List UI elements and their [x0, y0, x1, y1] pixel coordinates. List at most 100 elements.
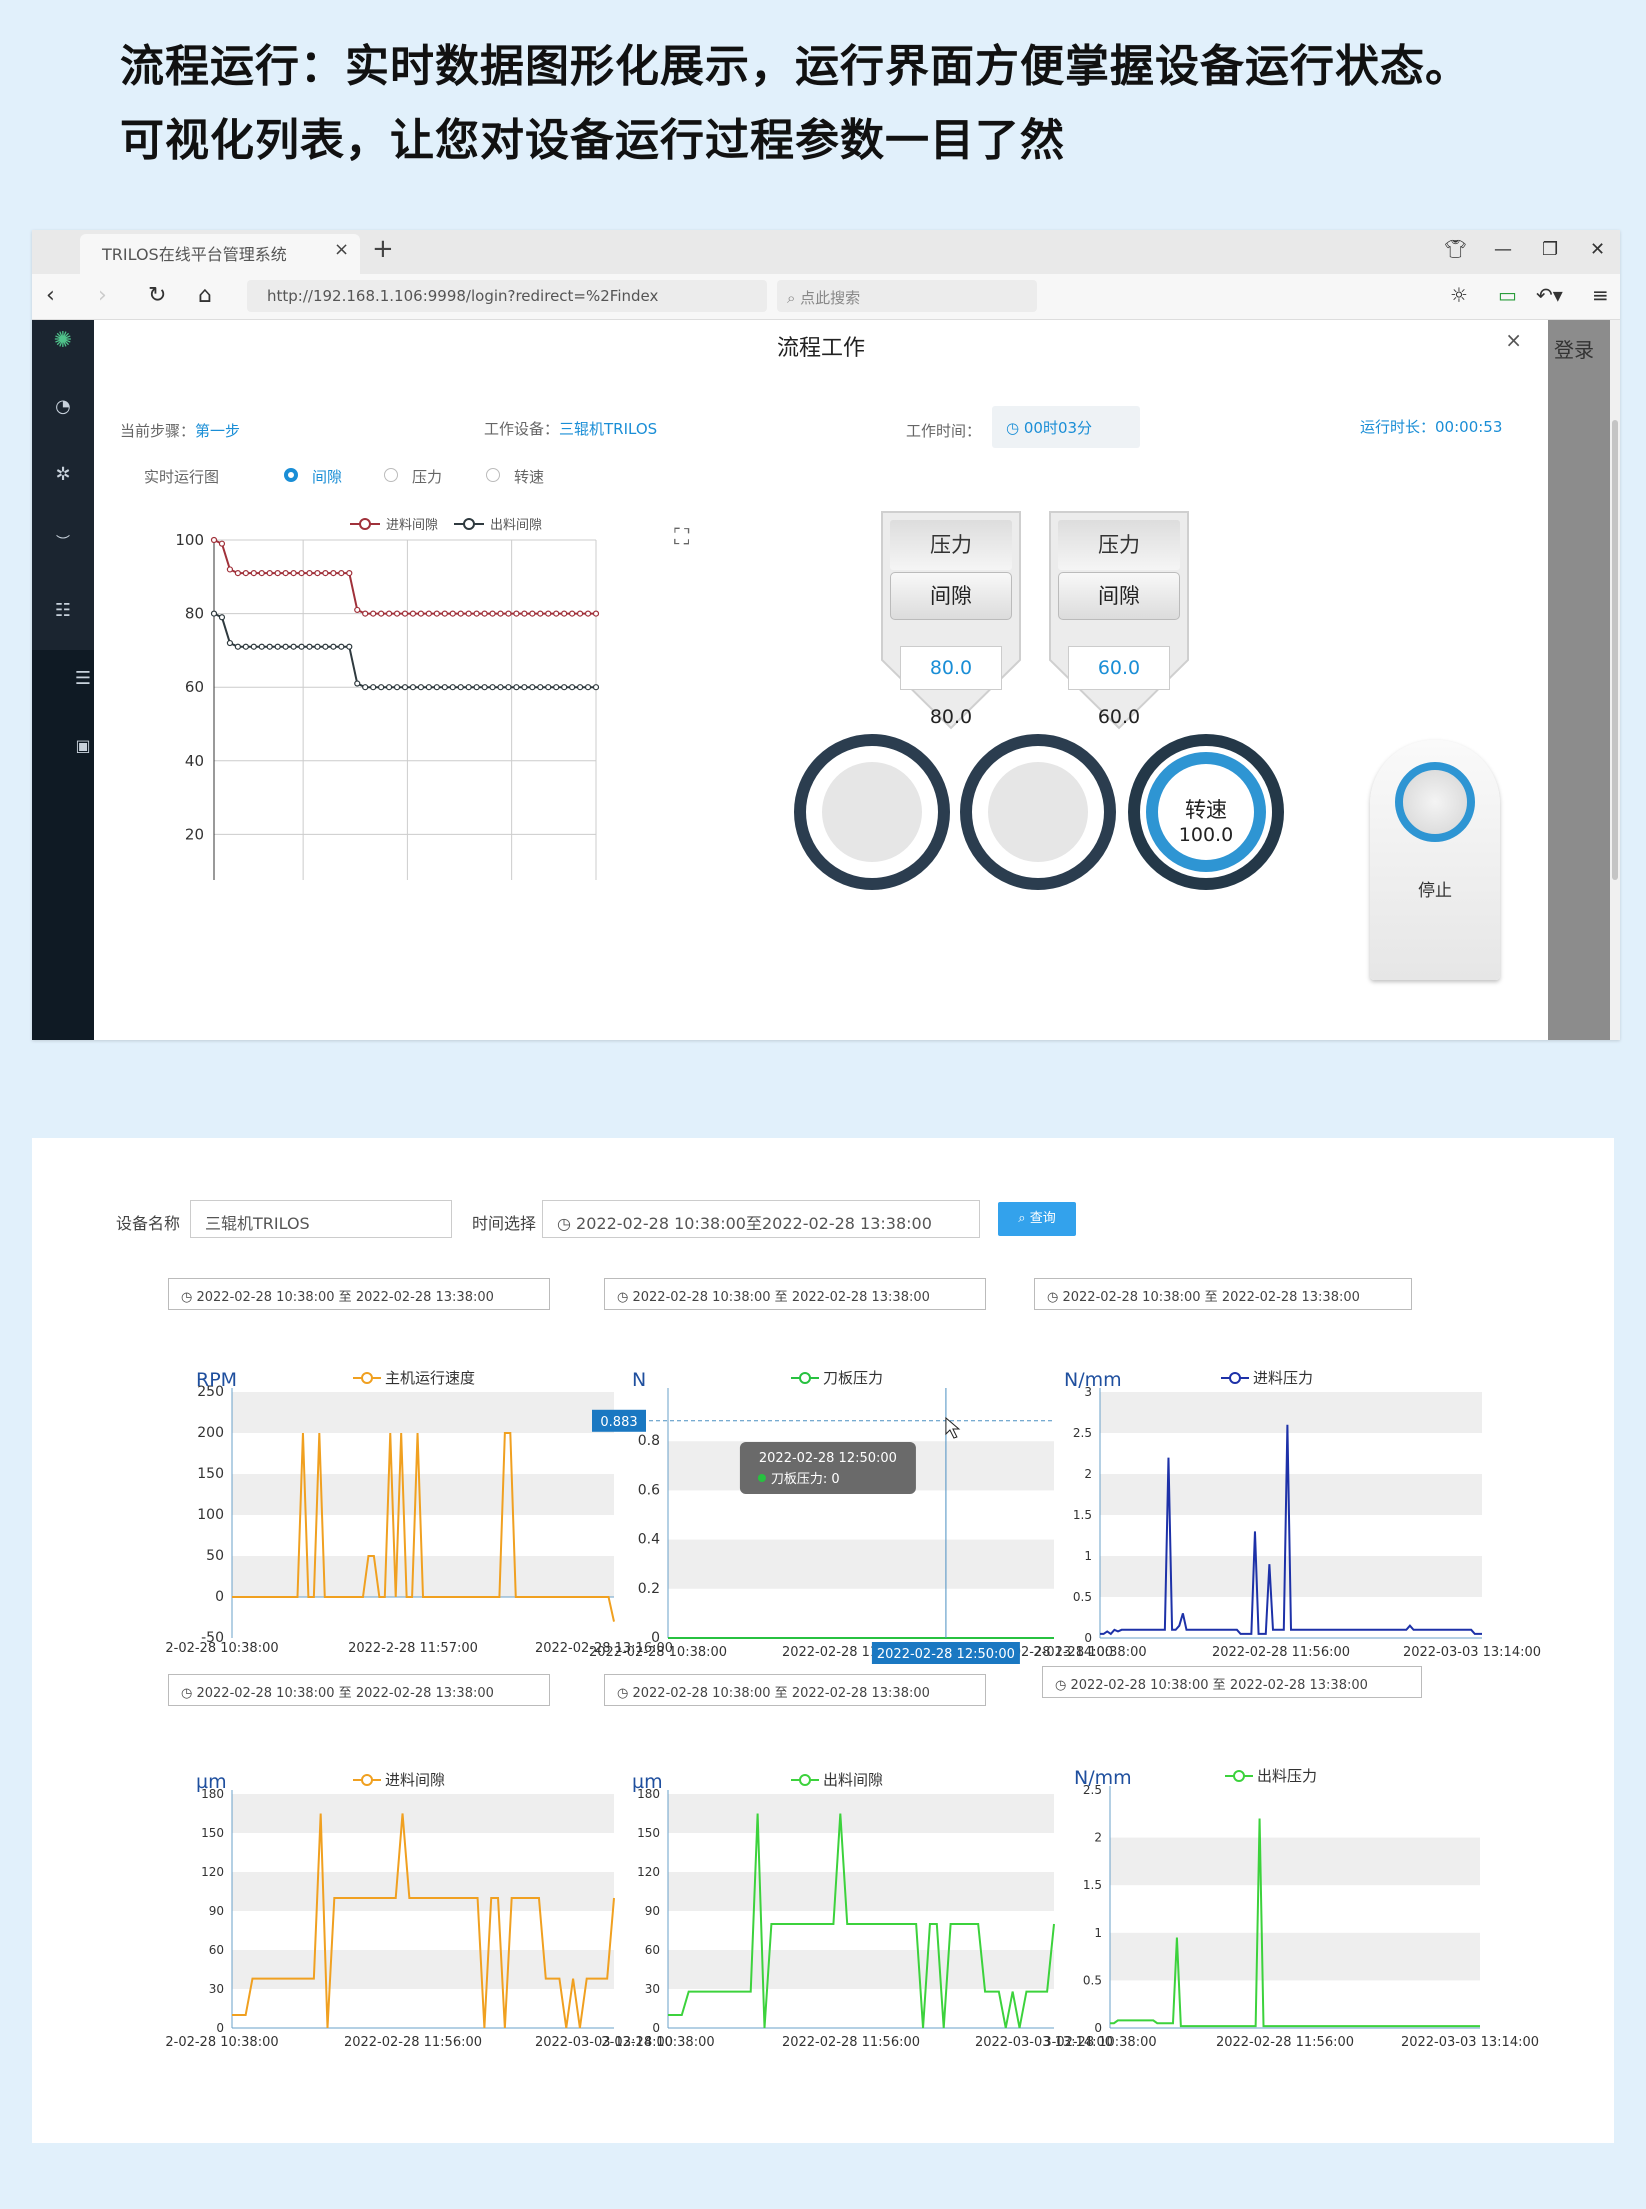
menu-icon[interactable]: ≡	[1592, 283, 1609, 307]
tab-close-icon[interactable]: ×	[334, 239, 350, 260]
data-point	[306, 570, 313, 577]
shirt-icon[interactable]: 👕︎	[1444, 239, 1467, 260]
close-window-icon[interactable]: ✕	[1590, 239, 1606, 260]
roller-3-speed[interactable]: 转速 100.0	[1128, 734, 1284, 890]
y-tick-label: 150	[201, 1826, 224, 1840]
reload-icon[interactable]: ↻	[148, 283, 167, 308]
data-point	[242, 570, 249, 577]
data-point	[505, 684, 512, 691]
gear-icon[interactable]: ✲	[55, 464, 71, 485]
data-point	[537, 610, 544, 617]
data-point	[393, 610, 401, 617]
restore-icon[interactable]: ❐	[1542, 239, 1559, 260]
data-point	[465, 684, 472, 691]
panel-1-input[interactable]: 80.0	[900, 646, 1002, 690]
clock-icon: ◷	[1055, 1678, 1071, 1693]
y-tick-label: 50	[206, 1548, 224, 1564]
radio-pressure[interactable]	[384, 468, 398, 482]
monitor-icon[interactable]: ▣	[75, 736, 91, 755]
query-button[interactable]: ⌕ 查询	[998, 1202, 1076, 1236]
scrollbar[interactable]	[1610, 320, 1620, 1040]
chart-2-range-text: 2022-02-28 10:38:00 至 2022-02-28 13:38:0…	[632, 1290, 930, 1305]
y-tick-label: 0.5	[1083, 1973, 1102, 1987]
data-point	[370, 684, 377, 691]
chart-3-range[interactable]: ◷ 2022-02-28 10:38:00 至 2022-02-28 13:38…	[1034, 1278, 1412, 1310]
home-icon[interactable]: ⌂	[198, 283, 212, 308]
data-point	[433, 684, 440, 691]
series-line	[232, 1432, 615, 1622]
panel-2-pressure-tab[interactable]: 压力	[1058, 520, 1180, 570]
stop-button-card[interactable]: 停止	[1370, 740, 1500, 980]
data-point	[354, 606, 361, 614]
data-point	[234, 570, 241, 577]
data-point	[338, 643, 345, 650]
duration-label: 运行时长：	[1360, 418, 1436, 436]
feed-pressure-history-chart: 0 0.5 1 1.5 2 2.5 3N/mm 进料压力 2-02-28 10:38:00 202…	[1033, 1369, 1541, 1660]
realtime-line-chart: 02040608010015:22:0215:22:1515:22:3015:2…	[175, 518, 690, 880]
data-point	[401, 610, 409, 617]
axis-pointer-x-label: 2022-02-28 12:50:00	[877, 1647, 1015, 1662]
new-tab-button[interactable]: +	[372, 234, 394, 264]
address-bar[interactable]: http://192.168.1.106:9998/login?redirect…	[247, 280, 767, 312]
panel-1-pressure-tab[interactable]: 压力	[890, 520, 1012, 570]
chart-1-range[interactable]: ◷ 2022-02-28 10:38:00 至 2022-02-28 13:38…	[168, 1278, 550, 1310]
y-tick-label: 120	[201, 1865, 224, 1879]
battery-icon[interactable]: ▭	[1498, 283, 1517, 307]
logo-icon[interactable]: ✺	[53, 328, 73, 353]
roller-1[interactable]	[794, 734, 950, 890]
undo-icon[interactable]: ↶▾	[1536, 283, 1563, 307]
y-tick-label: 2.5	[1073, 1426, 1092, 1440]
panel-2-gap-button[interactable]: 间隙	[1058, 572, 1180, 620]
data-point	[258, 570, 265, 577]
data-point	[561, 610, 568, 617]
forward-icon[interactable]: ›	[98, 283, 107, 308]
chart-6-range[interactable]: ◷ 2022-02-28 10:38:00 至 2022-02-28 13:38…	[1042, 1666, 1422, 1698]
data-point	[282, 570, 289, 577]
chart-2-range[interactable]: ◷ 2022-02-28 10:38:00 至 2022-02-28 13:38…	[604, 1278, 986, 1310]
brightness-icon[interactable]: ☼	[1450, 283, 1468, 307]
close-icon[interactable]: ×	[1505, 328, 1522, 352]
y-tick-label: 1	[1084, 1549, 1092, 1563]
clock-icon: ◷	[1047, 1290, 1063, 1305]
chart-4-range[interactable]: ◷ 2022-02-28 10:38:00 至 2022-02-28 13:38…	[168, 1674, 550, 1706]
eye-closed-icon[interactable]: ︶	[56, 535, 70, 551]
radio-gap[interactable]	[284, 468, 298, 482]
dashboard-icon[interactable]: ◔	[55, 396, 71, 417]
y-tick-label: 20	[185, 825, 204, 843]
clock-icon: ◷	[557, 1214, 577, 1233]
x-tick-label: 2022-02-28 11:56:00	[344, 2035, 482, 2050]
y-tick-label: 0	[652, 2021, 660, 2035]
fullscreen-icon: ⛶	[674, 525, 690, 550]
axis-pointer-x-box	[871, 1642, 1020, 1664]
list-icon[interactable]: ☰	[74, 668, 92, 689]
tree-list-icon[interactable]: ☷	[54, 600, 72, 621]
data-point	[409, 684, 417, 691]
y-tick-label: 0.5	[1073, 1590, 1092, 1604]
data-point	[569, 684, 576, 691]
radio-gap-label: 间隙	[312, 468, 343, 486]
device-name-input[interactable]: 三辊机TRILOS	[190, 1200, 452, 1238]
data-point	[234, 643, 241, 650]
x-tick-label: 2022-02-28 10:38:00	[589, 1645, 727, 1660]
panel-1-gap-button[interactable]: 间隙	[890, 572, 1012, 620]
stop-knob[interactable]	[1395, 762, 1475, 842]
radio-speed[interactable]	[486, 468, 500, 482]
series-line	[668, 1813, 1055, 2029]
chart-5-range[interactable]: ◷ 2022-02-28 10:38:00 至 2022-02-28 13:38…	[604, 1674, 986, 1706]
browser-tab[interactable]	[80, 234, 360, 274]
login-text: 登录	[1554, 338, 1594, 362]
data-point	[338, 570, 345, 577]
data-point	[409, 610, 417, 617]
x-tick-label: 2022-2-28 11:57:00	[348, 1641, 478, 1656]
panel-2-input[interactable]: 60.0	[1068, 646, 1170, 690]
minimize-icon[interactable]: —	[1494, 239, 1512, 260]
search-box[interactable]: ⌕ 点此搜索	[777, 280, 1037, 312]
back-icon[interactable]: ‹	[46, 283, 55, 308]
data-point	[489, 684, 496, 691]
data-point	[330, 570, 337, 577]
time-range-picker[interactable]: ◷ 2022-02-28 10:38:00至2022-02-28 13:38:0…	[542, 1200, 980, 1238]
roller-2[interactable]	[960, 734, 1116, 890]
data-point	[576, 684, 584, 691]
data-point	[441, 684, 448, 691]
scrollbar-thumb[interactable]	[1612, 420, 1618, 880]
